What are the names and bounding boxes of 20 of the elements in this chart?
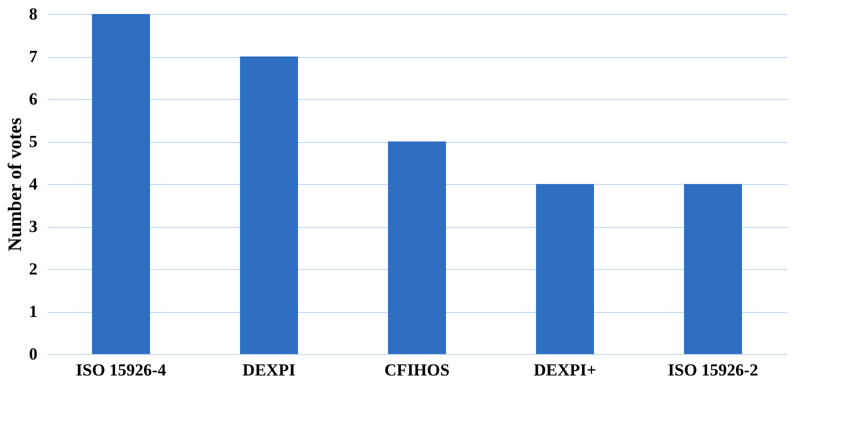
x-tick-label: DEXPI+ xyxy=(534,360,596,380)
x-tick-label: ISO 15926-4 xyxy=(76,360,167,380)
y-tick-label: 1 xyxy=(29,302,38,321)
y-tick-label: 7 xyxy=(29,47,38,66)
x-tick-label: DEXPI xyxy=(242,360,296,380)
bar xyxy=(240,56,298,354)
y-tick-label: 3 xyxy=(29,217,38,236)
y-tick-label: 2 xyxy=(29,260,38,278)
y-axis-title: Number of votes xyxy=(5,118,26,252)
y-tick-label: 0 xyxy=(29,344,38,364)
bar xyxy=(92,14,150,354)
y-tick-label: 5 xyxy=(29,132,38,151)
bar xyxy=(536,184,594,354)
bar xyxy=(684,184,742,354)
y-tick-label: 6 xyxy=(29,90,38,108)
bar xyxy=(388,142,446,354)
y-tick-label: 4 xyxy=(29,174,38,194)
y-tick-label: 8 xyxy=(29,4,38,24)
x-tick-label: CFIHOS xyxy=(384,360,450,380)
x-tick-label: ISO 15926-2 xyxy=(668,360,758,380)
